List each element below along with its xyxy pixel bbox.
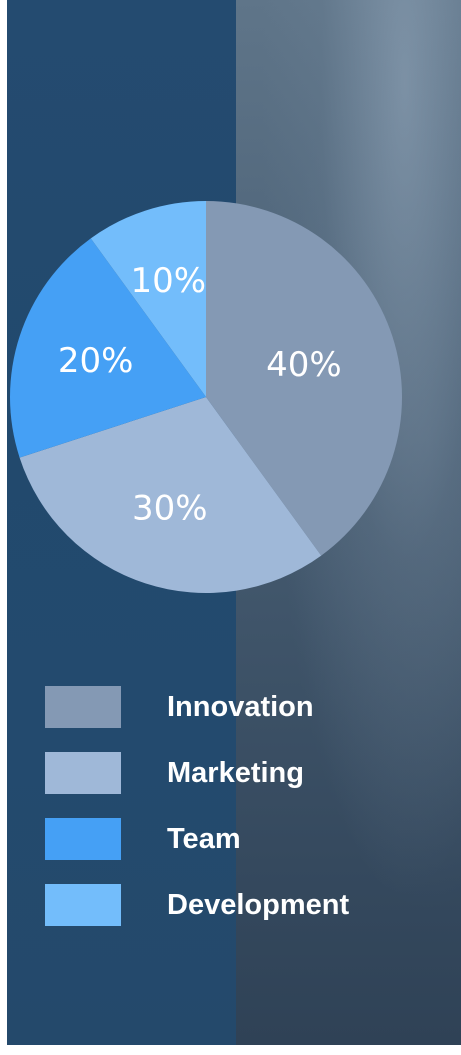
legend-item-marketing: Marketing [45,741,445,805]
pie-slice-development [90,201,206,397]
chart-legend: Innovation Marketing Team Development [45,675,445,937]
pie-slice-innovation [206,201,402,556]
legend-item-team: Team [45,807,445,871]
legend-swatch-development [45,884,121,926]
pie-slice-marketing [19,397,322,593]
legend-item-innovation: Innovation [45,675,445,739]
legend-label-innovation: Innovation [167,690,314,723]
pie-label-innovation: 40% [266,345,342,385]
pie-slice-team [9,238,206,458]
pie-chart: 40% 30% 20% 10% [9,201,402,593]
legend-label-team: Team [167,822,241,855]
pie-label-development: 10% [131,261,207,301]
pie-label-marketing: 30% [132,488,208,528]
legend-item-development: Development [45,873,445,937]
legend-swatch-innovation [45,686,121,728]
legend-swatch-team [45,818,121,860]
pie-label-team: 20% [58,341,134,381]
legend-label-marketing: Marketing [167,756,304,789]
chart-panel: 40% 30% 20% 10% Innovation Marketing Team D… [7,0,461,1045]
legend-swatch-marketing [45,752,121,794]
legend-label-development: Development [167,888,350,921]
